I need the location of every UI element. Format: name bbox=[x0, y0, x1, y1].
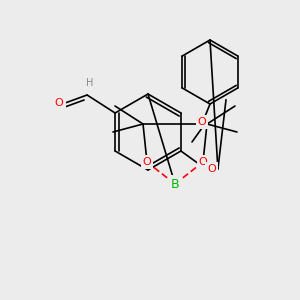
Text: B: B bbox=[171, 178, 179, 190]
Text: H: H bbox=[86, 78, 94, 88]
Text: O: O bbox=[198, 117, 206, 127]
Text: O: O bbox=[55, 98, 64, 108]
Text: O: O bbox=[199, 157, 207, 167]
Text: O: O bbox=[142, 157, 152, 167]
Text: O: O bbox=[208, 164, 216, 174]
